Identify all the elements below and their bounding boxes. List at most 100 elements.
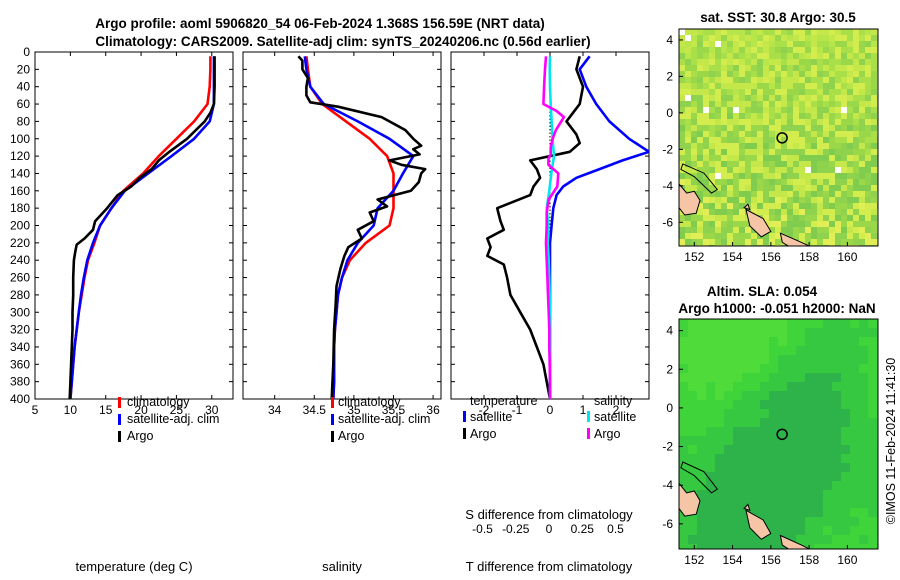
map-cell — [706, 490, 716, 500]
map-cell — [805, 179, 812, 186]
map-cell — [868, 472, 878, 482]
map-cell — [817, 209, 824, 216]
map-cell — [841, 125, 848, 132]
map-cell — [823, 319, 833, 329]
map-cell — [691, 143, 698, 150]
map-cell — [715, 59, 722, 66]
map-cell — [760, 490, 770, 500]
map-cell — [796, 418, 806, 428]
map-cell — [697, 328, 707, 338]
map-cell — [760, 364, 770, 374]
map-cell — [727, 107, 734, 114]
map-cell — [715, 131, 722, 138]
map-cell — [739, 143, 746, 150]
map-cell — [793, 185, 800, 192]
map-cell — [841, 481, 851, 491]
series-group — [485, 55, 649, 399]
map-cell — [685, 173, 692, 180]
map-cell — [847, 185, 854, 192]
map-cell — [865, 227, 872, 234]
legend-swatch-s-argo — [587, 428, 590, 439]
map-cell — [751, 319, 761, 329]
map-cell — [697, 355, 707, 365]
map-cell — [823, 119, 830, 126]
map-cell — [799, 119, 806, 126]
map-cell — [679, 125, 686, 132]
map-cell — [778, 364, 788, 374]
map-cell — [805, 508, 815, 518]
map-cell — [787, 418, 797, 428]
map-cell — [679, 59, 686, 66]
map-cell — [691, 53, 698, 60]
map-cell — [679, 215, 686, 222]
map-cell — [709, 71, 716, 78]
map-cell — [733, 481, 743, 491]
map-cell — [811, 221, 818, 228]
map-cell — [715, 185, 722, 192]
map-cell — [796, 391, 806, 401]
map-cell — [796, 337, 806, 347]
differences-legend: temperature satellite Argo salinity sate… — [463, 394, 636, 441]
map-cell — [781, 227, 788, 234]
map-cell — [796, 328, 806, 338]
map-cell — [775, 155, 782, 162]
map-cell — [721, 47, 728, 54]
map-cell — [787, 391, 797, 401]
map-cell — [841, 427, 851, 437]
map-cell — [814, 499, 824, 509]
map-cell — [769, 499, 779, 509]
differences-xlabel: T difference from climatology — [466, 559, 633, 574]
map-cell — [751, 364, 761, 374]
map-cell — [823, 427, 833, 437]
map-cell — [811, 143, 818, 150]
map-cell — [805, 227, 812, 234]
map-cell — [847, 107, 854, 114]
map-cell — [814, 400, 824, 410]
map-cell — [847, 59, 854, 66]
map-cell — [868, 535, 878, 545]
map-cell — [697, 227, 704, 234]
map-cell — [817, 101, 824, 108]
map-cell — [697, 35, 704, 42]
map-cell — [706, 535, 716, 545]
map-cell — [787, 409, 797, 419]
map-cell — [745, 149, 752, 156]
map-cell — [829, 95, 836, 102]
map-cell — [814, 328, 824, 338]
map-cell — [799, 143, 806, 150]
map-cell — [751, 77, 758, 84]
map-cell — [823, 125, 830, 132]
map-cell — [805, 197, 812, 204]
map-cell — [757, 95, 764, 102]
map-cell — [709, 77, 716, 84]
map-cell — [811, 89, 818, 96]
map-cell — [829, 35, 836, 42]
map-x-tick-label: 158 — [799, 553, 819, 567]
map-cell — [706, 463, 716, 473]
map-cell — [841, 319, 851, 329]
map-cell — [835, 125, 842, 132]
map-cell — [727, 113, 734, 120]
map-cell — [727, 83, 734, 90]
map-cell — [763, 95, 770, 102]
map-cell — [703, 215, 710, 222]
map-cell — [871, 185, 878, 192]
map-cell — [745, 71, 752, 78]
map-cell — [799, 29, 806, 36]
map-cell — [835, 143, 842, 150]
map-cell — [709, 239, 716, 246]
legend-s-satellite: satellite — [594, 410, 636, 424]
map-cell — [760, 454, 770, 464]
map-cell — [850, 490, 860, 500]
map-cell — [796, 436, 806, 446]
map-cell — [703, 191, 710, 198]
map-cell — [733, 328, 743, 338]
map-cell — [799, 83, 806, 90]
map-cell — [751, 535, 761, 545]
map-cell — [865, 29, 872, 36]
map-cell — [829, 125, 836, 132]
map-cell — [706, 382, 716, 392]
map-cell — [706, 427, 716, 437]
map-cell — [787, 227, 794, 234]
map-cell — [691, 221, 698, 228]
